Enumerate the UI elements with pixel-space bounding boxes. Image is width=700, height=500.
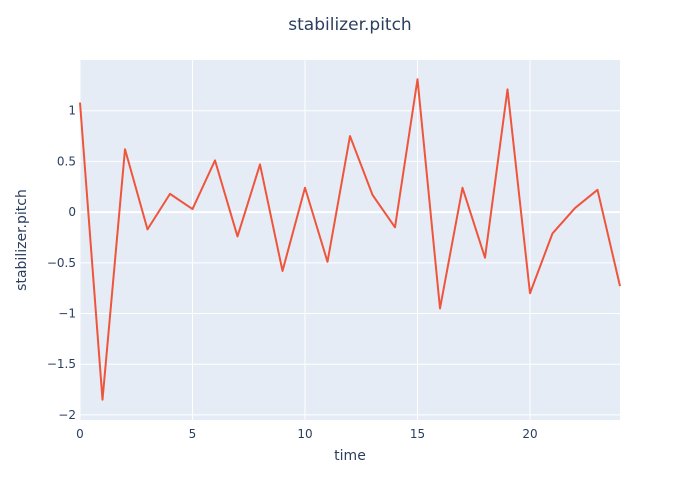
data-point[interactable] <box>100 397 106 403</box>
data-point[interactable] <box>460 185 466 191</box>
data-point[interactable] <box>145 226 151 232</box>
data-point[interactable] <box>437 305 443 311</box>
data-point[interactable] <box>235 233 241 239</box>
data-point[interactable] <box>302 185 308 191</box>
data-point[interactable] <box>77 100 83 106</box>
data-point[interactable] <box>550 230 556 236</box>
data-point[interactable] <box>212 157 218 163</box>
x-axis-ticks: 0 5 10 15 20 <box>76 427 537 441</box>
series-line <box>79 78 621 401</box>
x-axis-title: time <box>334 448 366 464</box>
data-point[interactable] <box>482 255 488 261</box>
data-point[interactable] <box>280 268 286 274</box>
y-axis-title: stabilizer.pitch <box>14 189 30 291</box>
data-point[interactable] <box>595 187 601 193</box>
y-tick-label: −0.5 <box>47 256 76 270</box>
y-axis-ticks: −2 −1.5 −1 −0.5 0 0.5 1 <box>47 104 76 422</box>
data-point[interactable] <box>415 76 421 82</box>
data-point[interactable] <box>370 192 376 198</box>
x-tick-label: 15 <box>410 427 425 441</box>
y-tick-label: 0.5 <box>57 154 76 168</box>
data-point[interactable] <box>527 290 533 296</box>
gridlines <box>79 60 620 420</box>
y-tick-label: −1 <box>58 307 76 321</box>
y-tick-label: 0 <box>68 205 76 219</box>
data-point[interactable] <box>257 161 263 167</box>
data-point[interactable] <box>190 206 196 212</box>
series-layer <box>77 76 623 403</box>
data-point[interactable] <box>392 224 398 230</box>
data-point[interactable] <box>122 146 128 152</box>
plot-area <box>80 60 620 420</box>
x-tick-label: 20 <box>522 427 537 441</box>
x-tick-label: 10 <box>297 427 312 441</box>
data-point[interactable] <box>347 133 353 139</box>
data-point[interactable] <box>167 191 173 197</box>
data-point[interactable] <box>617 283 623 289</box>
x-tick-label: 5 <box>189 427 197 441</box>
chart-title: stabilizer.pitch <box>288 15 411 35</box>
data-point[interactable] <box>572 205 578 211</box>
data-point[interactable] <box>325 259 331 265</box>
y-tick-label: 1 <box>68 104 76 118</box>
y-tick-label: −2 <box>58 408 76 422</box>
y-tick-label: −1.5 <box>47 357 76 371</box>
x-tick-label: 0 <box>76 427 84 441</box>
data-point[interactable] <box>505 86 511 92</box>
